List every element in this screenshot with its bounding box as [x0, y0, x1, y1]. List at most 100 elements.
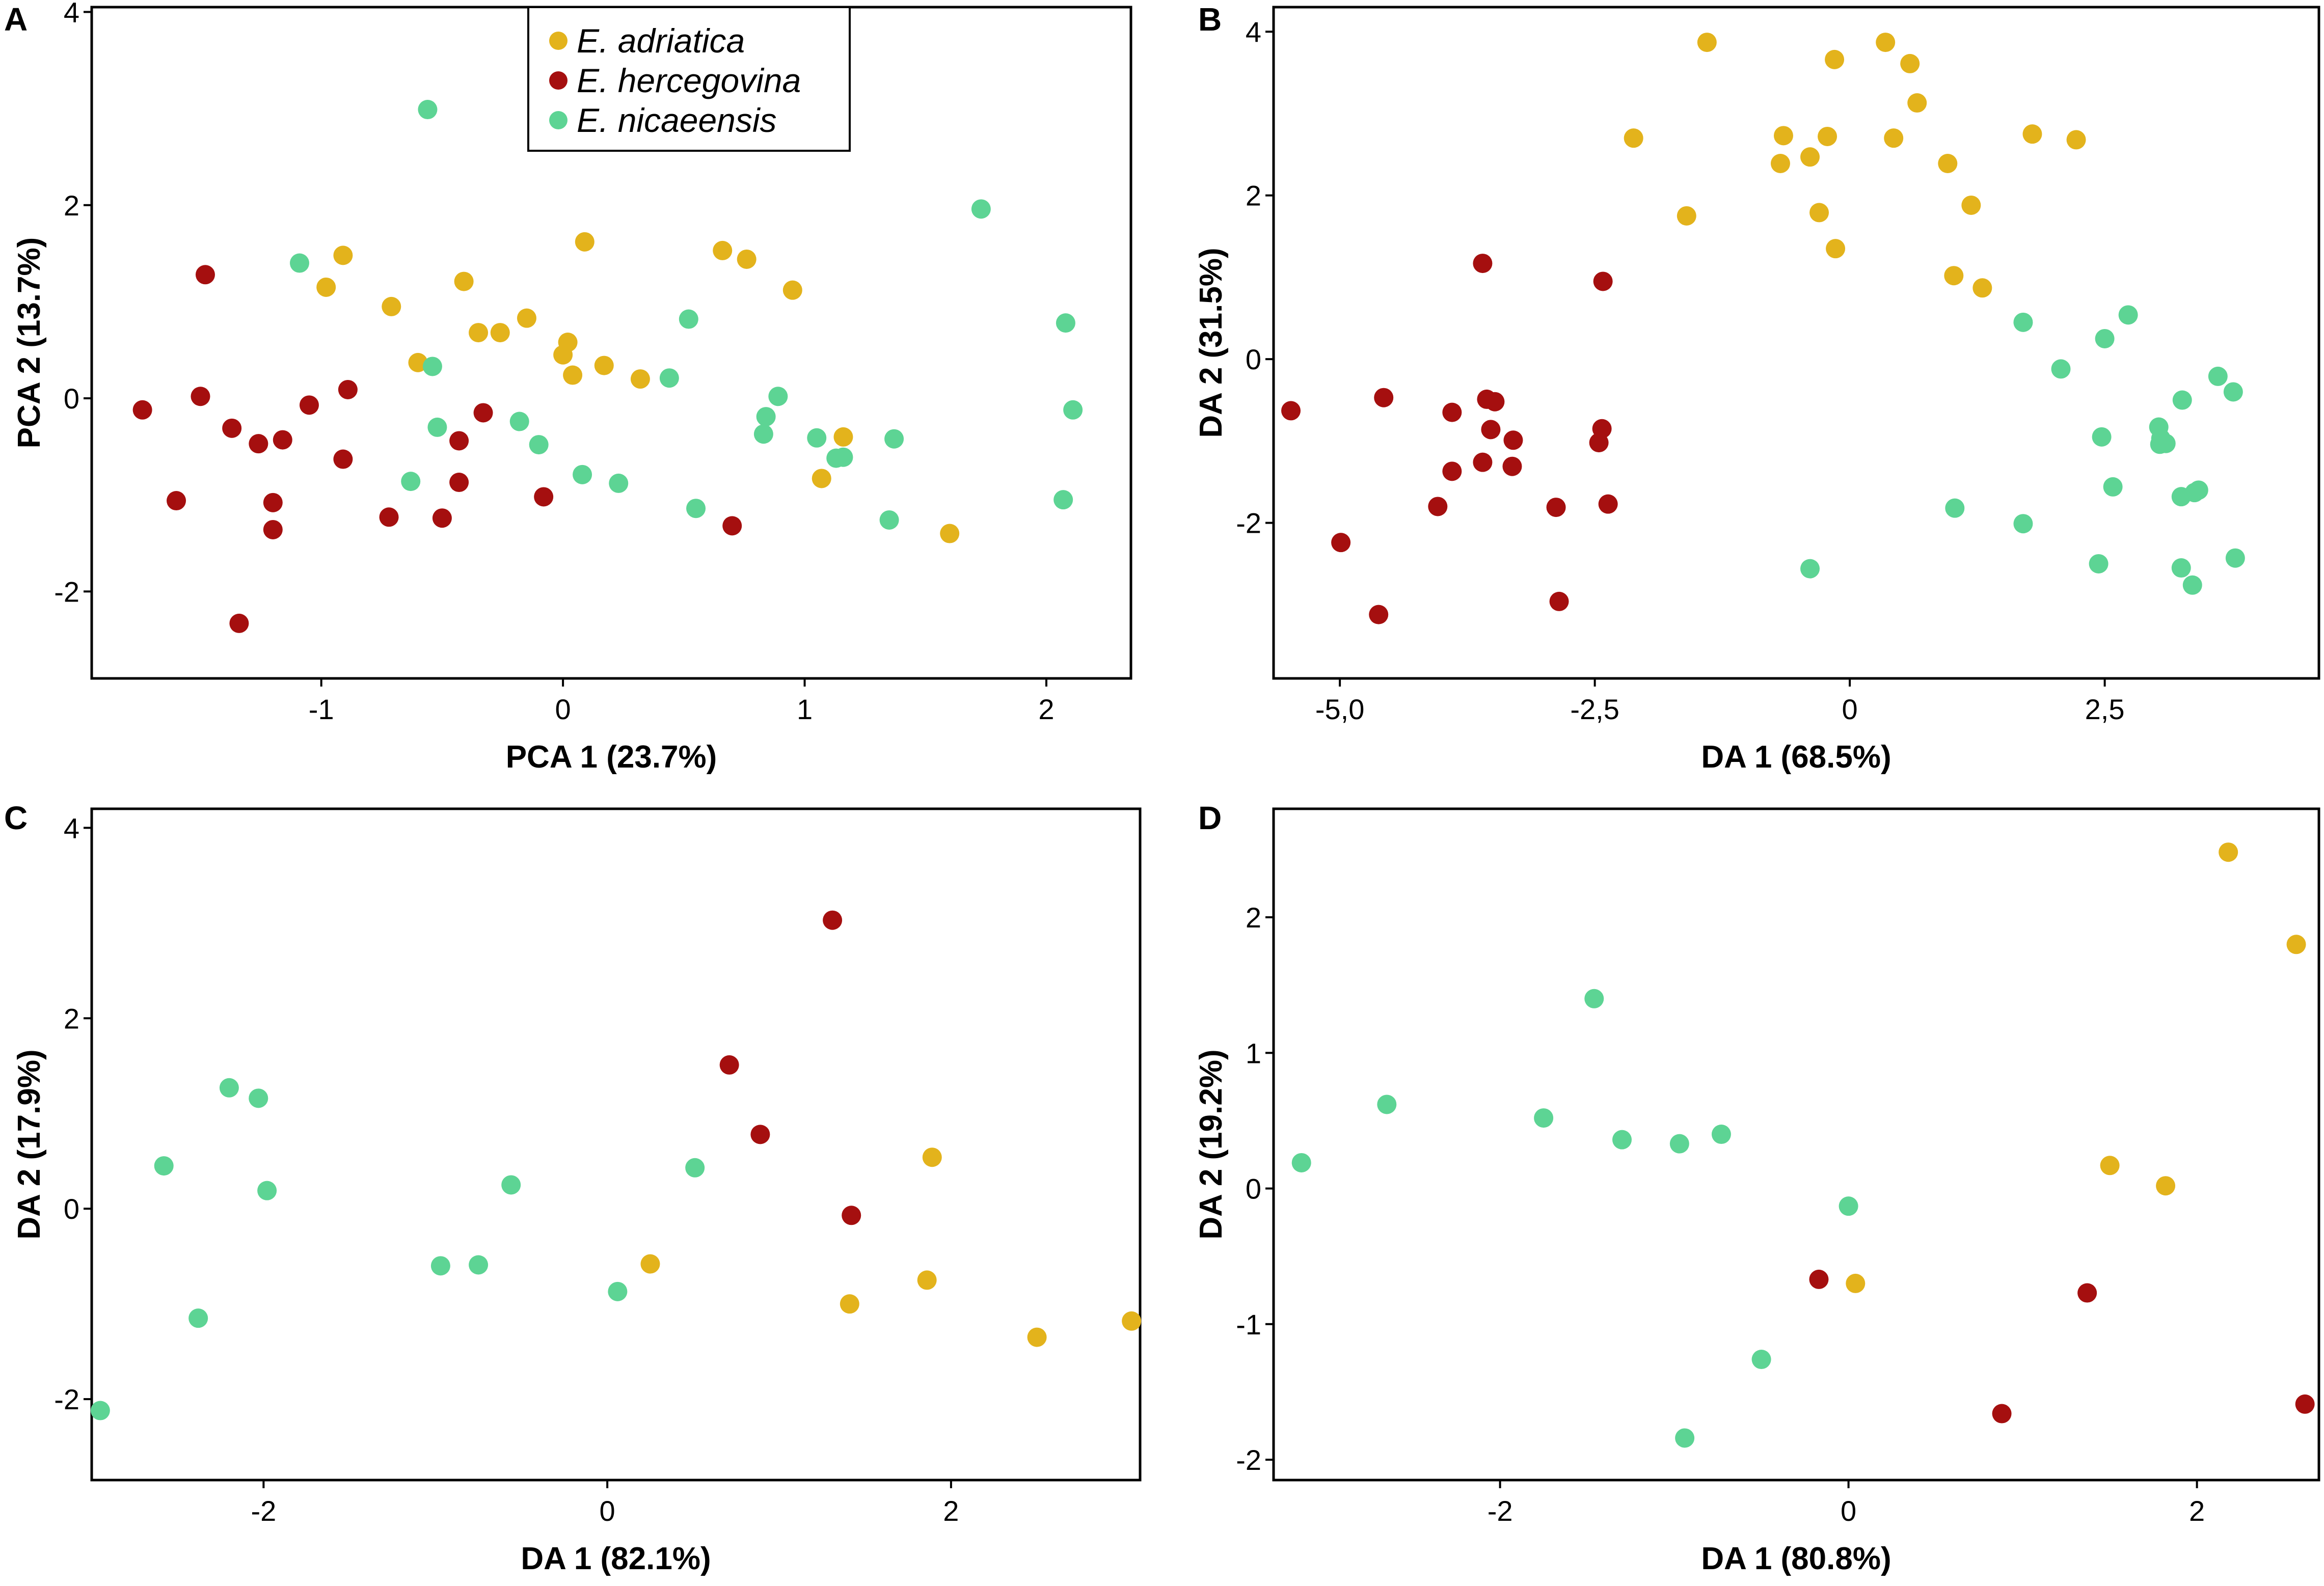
data-point	[2051, 359, 2071, 379]
series-hercegovina	[1809, 1269, 2315, 1424]
series-adriatica	[640, 1147, 1142, 1347]
data-point	[2182, 575, 2202, 595]
data-point	[1549, 591, 1569, 611]
legend-label: E. nicaeensis	[577, 101, 777, 139]
data-point	[1331, 533, 1351, 553]
data-point	[299, 395, 319, 415]
data-point	[2171, 558, 2191, 578]
y-tick-label: 4	[1246, 16, 1261, 48]
data-point	[1481, 420, 1501, 440]
data-point	[940, 524, 960, 543]
series-adriatica	[1624, 33, 2086, 298]
plot-frame-d	[1272, 807, 2320, 1482]
data-point	[1675, 1428, 1695, 1448]
data-point	[382, 296, 401, 316]
x-tick-label: -2	[251, 1495, 276, 1527]
data-point	[608, 1281, 628, 1301]
x-tick-label: -2,5	[1570, 693, 1619, 725]
data-point	[971, 199, 991, 219]
data-point	[154, 1156, 174, 1176]
data-point	[842, 1206, 861, 1225]
data-point	[2295, 1394, 2315, 1414]
data-point	[2172, 390, 2192, 410]
data-point	[2150, 434, 2170, 454]
data-point	[2225, 548, 2245, 568]
data-point	[222, 418, 242, 438]
x-axis-label: DA 1 (80.8%)	[1701, 1541, 1891, 1576]
data-point	[191, 387, 210, 406]
x-tick-label: 1	[797, 693, 813, 725]
panel-b: B -5,0 -2,5 0 2,5 -2 0 2 4 DA 1 (68.5%) DA 2 (31.…	[1194, 1, 2320, 775]
data-point	[2077, 1283, 2097, 1303]
data-point	[1751, 1350, 1771, 1370]
data-point	[430, 1256, 450, 1276]
legend: E. adriatica E. hercegovina E. nicaeensi…	[527, 6, 851, 152]
data-point	[249, 434, 268, 454]
x-tick-label: 0	[1841, 1495, 1856, 1527]
data-point	[686, 499, 706, 518]
data-point	[249, 1088, 268, 1108]
data-point	[263, 493, 283, 512]
data-point	[432, 508, 452, 528]
y-tick-label: 0	[64, 1193, 79, 1225]
y-axis-label: DA 2 (19.2%)	[1194, 1049, 1229, 1239]
data-point	[1056, 313, 1075, 333]
data-point	[1612, 1130, 1632, 1150]
data-point	[2219, 842, 2238, 862]
data-point	[1473, 452, 1493, 472]
data-point	[1711, 1125, 1731, 1144]
data-point	[1122, 1311, 1142, 1331]
data-point	[2089, 554, 2109, 573]
data-point	[1624, 128, 1643, 148]
x-tick-label: 2	[2189, 1495, 2205, 1527]
data-point	[2022, 124, 2042, 144]
data-point	[922, 1147, 942, 1167]
data-point	[454, 271, 474, 291]
y-tick-label: 2	[64, 189, 79, 222]
data-point	[1473, 254, 1493, 274]
data-point	[1589, 433, 1609, 453]
data-point	[2156, 1176, 2176, 1196]
data-point	[257, 1181, 277, 1200]
series-adriatica	[1846, 842, 2306, 1293]
data-point	[553, 345, 573, 365]
data-point	[1442, 461, 1462, 481]
x-tick-label: 2,5	[2085, 693, 2125, 725]
data-point	[1598, 494, 1618, 514]
legend-marker	[549, 32, 568, 50]
data-point	[563, 365, 583, 385]
data-point	[1826, 239, 1846, 259]
data-point	[473, 403, 493, 423]
data-point	[750, 1125, 770, 1144]
data-point	[1503, 430, 1523, 450]
data-point	[1809, 203, 1829, 223]
data-point	[534, 487, 554, 507]
y-tick-label: 0	[1246, 343, 1261, 375]
series-nicaeensis	[1800, 305, 2245, 595]
y-axis-label: DA 2 (17.9%)	[12, 1049, 47, 1239]
x-tick-label: 2	[943, 1495, 959, 1527]
series-adriatica	[316, 232, 960, 543]
data-point	[573, 464, 592, 484]
x-axis-label: DA 1 (68.5%)	[1701, 740, 1891, 775]
data-point	[501, 1175, 521, 1195]
data-point	[2286, 935, 2306, 954]
data-point	[1961, 195, 1981, 215]
y-tick-label: 4	[64, 812, 79, 844]
data-point	[1377, 1095, 1397, 1114]
data-point	[449, 431, 469, 451]
data-point	[768, 387, 788, 406]
data-point	[756, 407, 776, 427]
data-point	[2118, 305, 2138, 325]
data-point	[659, 368, 679, 388]
legend-item-nicaeensis: E. nicaeensis	[549, 101, 777, 139]
data-point	[1825, 49, 1845, 69]
series-hercegovina	[132, 265, 742, 633]
data-point	[427, 417, 447, 437]
data-point	[1800, 559, 1820, 579]
data-point	[1884, 128, 1904, 148]
data-point	[575, 232, 594, 252]
x-tick-label: -5,0	[1315, 693, 1365, 725]
data-point	[449, 473, 469, 493]
